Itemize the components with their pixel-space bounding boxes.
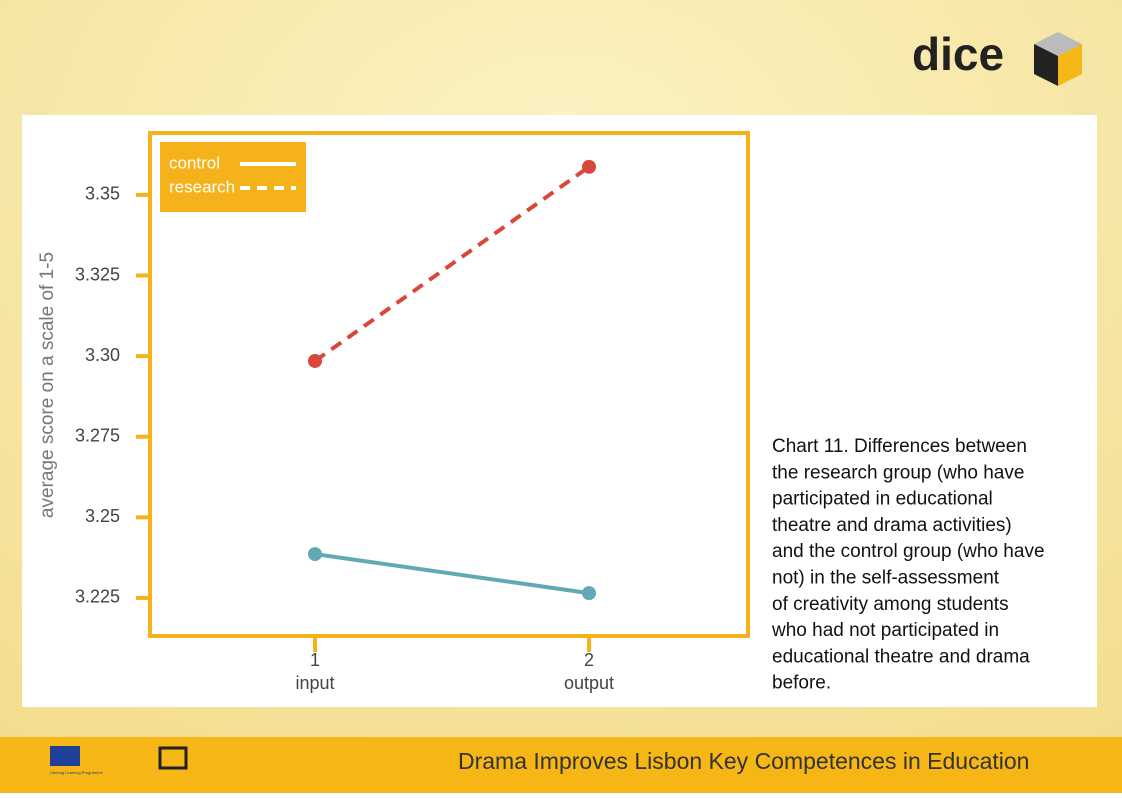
caption-line: not) in the self-assessment — [772, 568, 1000, 589]
y-tick-label: 3.35 — [85, 184, 120, 204]
x-tick-name: output — [564, 673, 614, 693]
caption-line: and the control group (who have — [772, 541, 1045, 562]
logo: dice — [912, 28, 1004, 80]
panel — [22, 115, 1097, 707]
point — [308, 547, 322, 562]
eu-flag — [50, 746, 80, 766]
caption: Chart 11. Differences between the researc… — [771, 436, 1045, 694]
series-line — [313, 165, 591, 363]
series-line — [314, 552, 590, 596]
caption-line: Chart 11. Differences between — [772, 436, 1027, 457]
footer-text: Drama Improves Lisbon Key Competences in… — [458, 748, 1029, 774]
dice-icon — [1034, 32, 1082, 86]
point — [582, 159, 596, 174]
y-tick-label: 3.25 — [85, 506, 120, 526]
caption-line: who had not participated in — [771, 620, 999, 641]
legend-label: research — [169, 177, 235, 196]
point — [308, 353, 322, 368]
y-tick-label: 3.275 — [75, 425, 120, 445]
caption-line: theatre and drama activities) — [772, 515, 1012, 536]
legend-label: control — [169, 153, 220, 172]
y-axis-label: average score on a scale of 1-5 — [37, 252, 58, 518]
x-tick-label: 1 — [310, 650, 320, 670]
training-icon — [158, 746, 188, 770]
y-tick-label: 3.30 — [85, 345, 120, 365]
caption-line: educational theatre and drama — [772, 646, 1030, 667]
caption-line: of creativity among students — [772, 594, 1009, 615]
x-tick-name: input — [295, 673, 334, 693]
y-tick-label: 3.325 — [75, 264, 120, 284]
caption-line: before. — [772, 673, 831, 694]
x-tick-label: 2 — [584, 650, 594, 670]
point — [582, 586, 596, 601]
caption-line: participated in educational — [772, 489, 993, 510]
plot-frame — [148, 131, 750, 638]
legend-box — [160, 142, 306, 212]
programme-text: Lifelong Learning Programme — [50, 770, 103, 775]
y-tick-label: 3.225 — [75, 587, 120, 607]
caption-line: the research group (who have — [772, 462, 1024, 483]
